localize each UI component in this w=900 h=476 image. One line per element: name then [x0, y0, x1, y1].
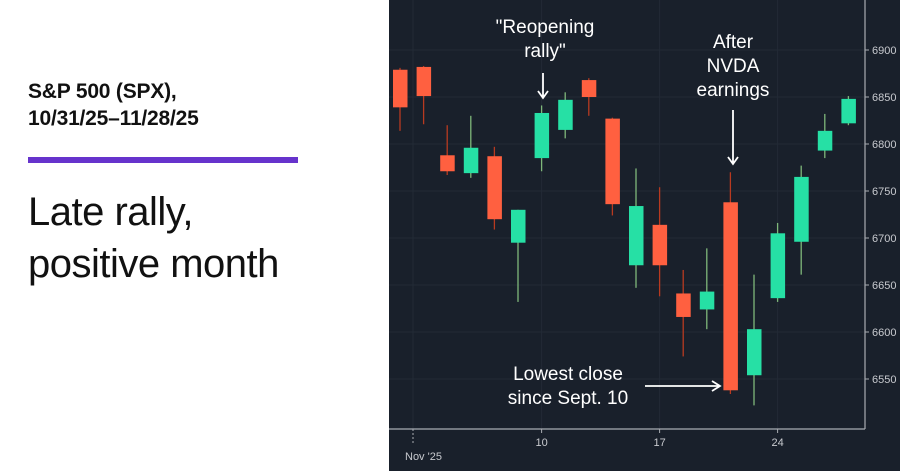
- candle-body-up[interactable]: [534, 112, 550, 159]
- arrow-right-icon: [645, 380, 722, 392]
- candle-body-down[interactable]: [440, 155, 455, 172]
- y-tick-label: 6900: [872, 45, 896, 57]
- x-tick-label: 24: [771, 437, 783, 449]
- chart-subtitle: Late rally, positive month: [28, 186, 279, 290]
- candle-body-up[interactable]: [699, 291, 715, 310]
- subtitle-line-2: positive month: [28, 242, 279, 286]
- candle-body-up[interactable]: [558, 99, 573, 130]
- y-tick-label: 6550: [872, 374, 896, 386]
- y-tick-label: 6750: [872, 186, 896, 198]
- x-tick-label: 17: [653, 437, 665, 449]
- annotation-after-nvda: After: [713, 32, 754, 53]
- chart-title: S&P 500 (SPX), 10/31/25–11/28/25: [28, 78, 199, 132]
- annotation-lowest-close: since Sept. 10: [508, 388, 628, 409]
- candle-body-up[interactable]: [747, 329, 762, 376]
- candle-body-up[interactable]: [511, 209, 526, 243]
- candle-body-down[interactable]: [605, 118, 620, 205]
- candle-body-down[interactable]: [487, 156, 502, 220]
- annotation-after-nvda: NVDA: [707, 56, 760, 77]
- y-tick-label: 6700: [872, 233, 896, 245]
- chart-panel: 6550 6600 6650 6700 6750 6800 6850 6900 Nov '25 1…: [389, 0, 900, 471]
- candle-body-up[interactable]: [841, 98, 856, 124]
- y-tick-label: 6600: [872, 327, 896, 339]
- arrow-down-icon: [537, 73, 549, 100]
- title-panel: S&P 500 (SPX), 10/31/25–11/28/25 Late ra…: [0, 0, 389, 471]
- accent-bar: [28, 157, 298, 163]
- title-line-1: S&P 500 (SPX),: [28, 80, 177, 103]
- y-tick-label: 6800: [872, 139, 896, 151]
- candle-body-down[interactable]: [393, 69, 408, 108]
- candle-body-down[interactable]: [723, 202, 738, 391]
- x-tick-label-month: Nov '25: [405, 451, 442, 463]
- candlestick-chart: 6550 6600 6650 6700 6750 6800 6850 6900 Nov '25 1…: [389, 0, 896, 463]
- candle-body-up[interactable]: [817, 130, 833, 151]
- title-line-2: 10/31/25–11/28/25: [28, 107, 199, 130]
- subtitle-line-1: Late rally,: [28, 190, 193, 234]
- candle-body-down[interactable]: [416, 66, 432, 97]
- annotation-after-nvda: earnings: [697, 80, 770, 101]
- candle-body-up[interactable]: [794, 176, 809, 242]
- candle-body-down[interactable]: [652, 224, 668, 266]
- candle-body-up[interactable]: [629, 206, 644, 266]
- candle-body-down[interactable]: [581, 80, 597, 97]
- annotation-lowest-close: Lowest close: [513, 364, 623, 385]
- y-tick-label: 6850: [872, 92, 896, 104]
- candle-body-down[interactable]: [676, 293, 691, 317]
- y-tick-label: 6650: [872, 280, 896, 292]
- annotation-reopening-rally: rally": [524, 41, 566, 62]
- x-tick-label: 10: [535, 437, 547, 449]
- candle-body-up[interactable]: [463, 147, 479, 174]
- candle-body-up[interactable]: [770, 233, 786, 299]
- arrow-down-icon: [727, 110, 739, 166]
- annotation-reopening-rally: "Reopening: [496, 17, 595, 38]
